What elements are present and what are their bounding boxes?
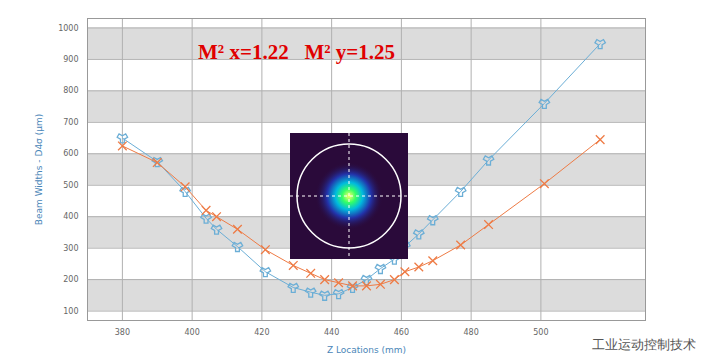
svg-text:800: 800 xyxy=(63,86,78,95)
svg-text:1000: 1000 xyxy=(58,23,78,32)
svg-text:100: 100 xyxy=(63,307,78,316)
svg-text:480: 480 xyxy=(463,328,478,337)
svg-text:900: 900 xyxy=(63,55,78,64)
svg-text:Beam Widths - D4σ (µm): Beam Widths - D4σ (µm) xyxy=(34,114,44,225)
svg-text:460: 460 xyxy=(394,328,409,337)
svg-text:420: 420 xyxy=(254,328,269,337)
svg-text:500: 500 xyxy=(533,328,548,337)
svg-text:200: 200 xyxy=(63,275,78,284)
svg-text:300: 300 xyxy=(63,244,78,253)
svg-text:380: 380 xyxy=(115,328,130,337)
svg-text:M² x=1.22 M² y=1.25: M² x=1.22 M² y=1.25 xyxy=(198,40,395,64)
svg-text:700: 700 xyxy=(63,118,78,127)
svg-text:400: 400 xyxy=(63,212,78,221)
svg-text:440: 440 xyxy=(324,328,339,337)
html-text:工业运动控制技术: 工业运动控制技术 xyxy=(592,337,696,352)
svg-text:Z Locations (mm): Z Locations (mm) xyxy=(327,345,406,355)
svg-text:400: 400 xyxy=(184,328,199,337)
svg-text:600: 600 xyxy=(63,149,78,158)
svg-text:500: 500 xyxy=(63,181,78,190)
